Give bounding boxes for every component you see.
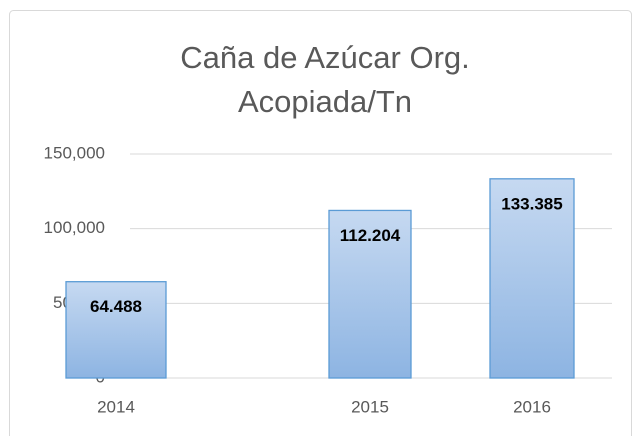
data-label: 112.204 xyxy=(340,226,401,245)
data-label: 64.488 xyxy=(90,297,142,316)
y-tick-label: 100,000 xyxy=(44,218,105,237)
x-tick-label: 2015 xyxy=(351,397,389,416)
bar xyxy=(65,281,167,379)
chart-title: Caña de Azúcar Org. xyxy=(180,40,470,75)
x-tick-label: 2014 xyxy=(97,397,135,416)
bar xyxy=(328,209,412,379)
chart-title: Acopiada/Tn xyxy=(238,84,412,119)
x-tick-label: 2016 xyxy=(513,397,551,416)
bar xyxy=(489,178,575,379)
y-tick-label: 150,000 xyxy=(44,143,105,162)
data-label: 133.385 xyxy=(501,194,562,213)
